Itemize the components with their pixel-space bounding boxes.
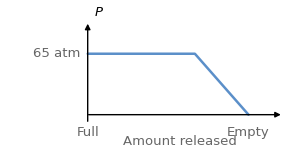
Text: Full: Full — [76, 126, 99, 139]
Text: Empty: Empty — [227, 126, 270, 139]
Text: Amount released: Amount released — [123, 135, 237, 148]
Text: P: P — [95, 6, 103, 19]
Text: 65 atm: 65 atm — [33, 47, 80, 60]
